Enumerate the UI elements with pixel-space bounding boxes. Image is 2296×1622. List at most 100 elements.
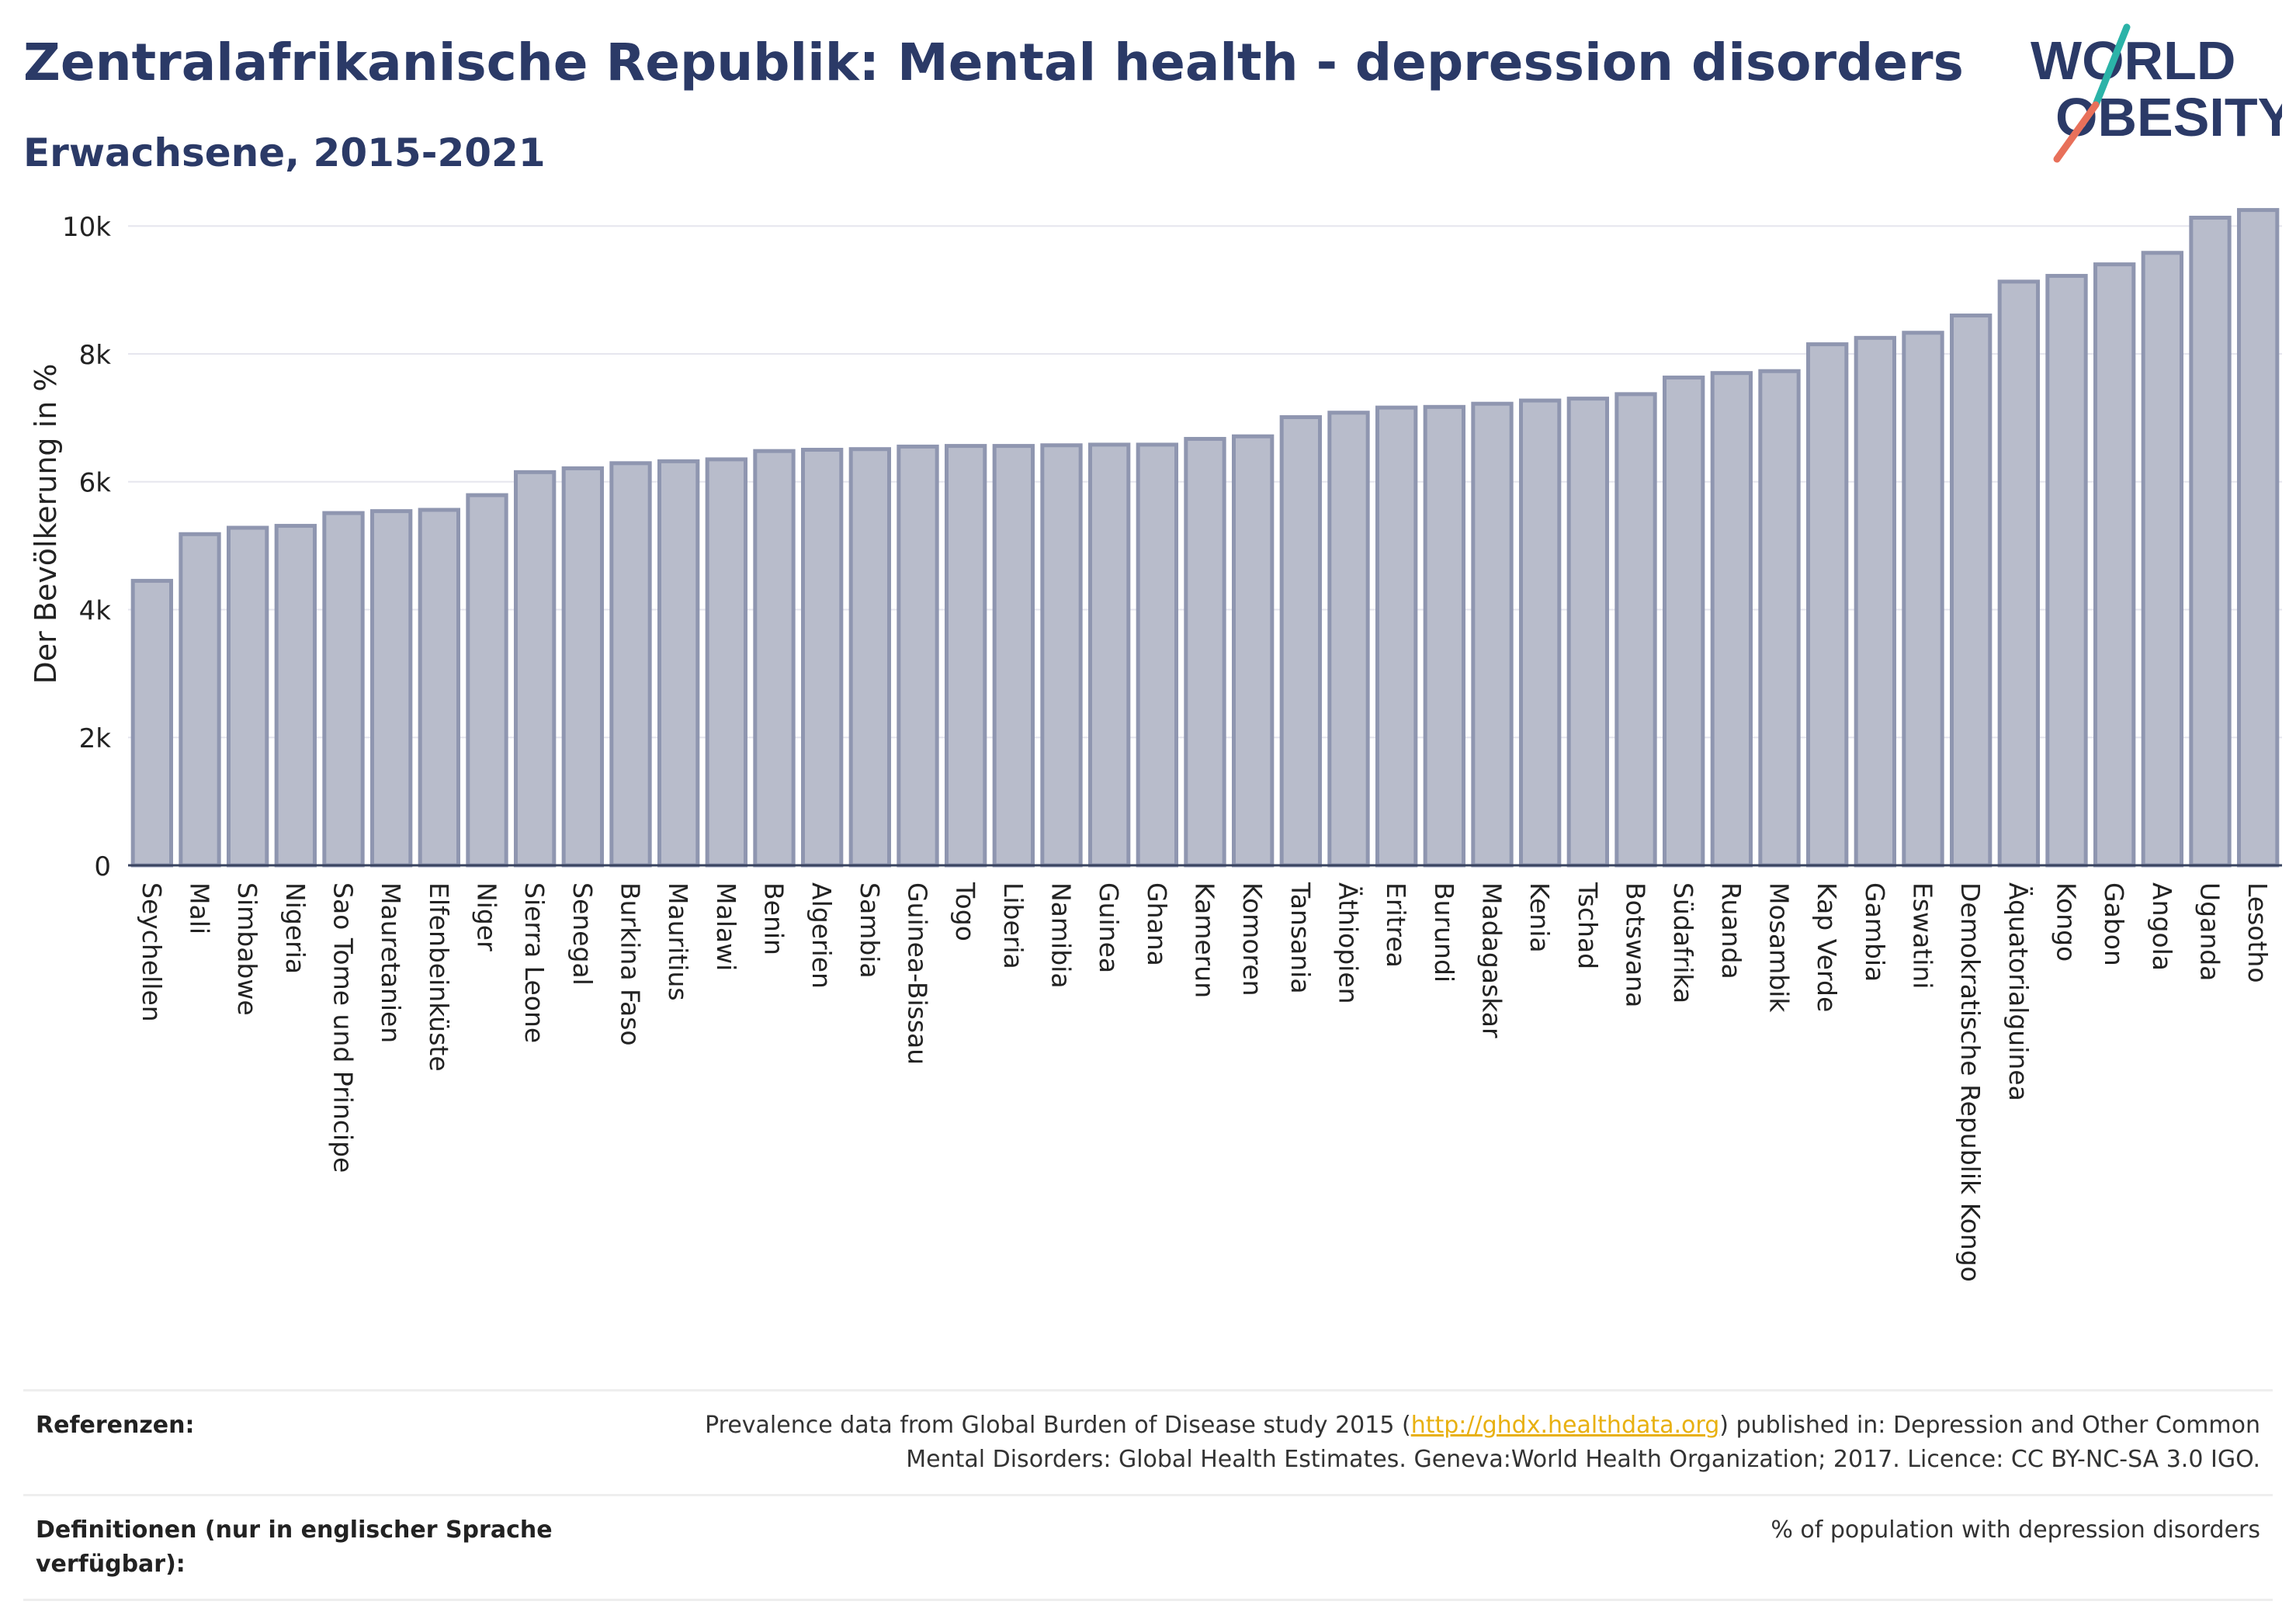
bar [1519,398,1562,868]
references-label: Referenzen: [36,1412,195,1439]
x-tick-label: Namibia [1046,882,1077,989]
x-tick-label: Mali [185,882,215,934]
bar [1566,397,1609,868]
x-tick-label: Eritrea [1381,882,1411,968]
bar [2045,273,2088,868]
world-obesity-logo: WORLD OBESITY [2031,23,2282,163]
y-tick-label: 2k [79,723,112,754]
y-axis-label: Der Bevölkerung in % [29,364,63,684]
bar [1471,401,1514,868]
x-tick-label: Kamerun [1190,882,1220,998]
x-tick-label: Eswatini [1908,882,1938,989]
x-tick-label: Madagaskar [1477,882,1507,1038]
definitions-label: Definitionen (nur in englischer Sprache … [36,1516,553,1578]
references-text-post: ) published in: Depression and Other Com… [906,1412,2260,1473]
x-tick-label: Togo [950,882,980,941]
bar [1232,434,1275,868]
bar [1950,314,1993,868]
bar [2237,208,2280,868]
bar [1040,443,1083,868]
definitions-row: Definitionen (nur in englischer Sprache … [23,1494,2273,1601]
bar [274,524,317,868]
logo-text-world: WORLD [2031,30,2235,91]
x-tick-label: Simbabwe [232,882,262,1016]
x-tick-label: Malawi [711,882,741,971]
x-tick-label: Guinea-Bissau [903,882,933,1065]
x-tick-label: Burkina Faso [616,882,646,1046]
x-tick-label: Tschad [1573,882,1603,969]
x-tick-label: Äthiopien [1334,882,1364,1004]
y-tick-label: 0 [94,851,111,882]
x-tick-label: Algerien [806,882,837,989]
x-tick-label: Tansania [1285,882,1316,994]
x-tick-label: Gabon [2099,882,2129,966]
bar [227,525,269,868]
bar [1997,279,2041,868]
bar [1854,335,1897,868]
bar-chart: 0 2k 4k 6k 8k 10k Seychellen Mali Simbabwe Niger… [29,208,2282,1282]
bar [657,459,700,868]
bar [1088,442,1131,868]
bar [753,449,796,868]
x-tick-label: Burundi [1429,882,1459,983]
bar [1327,411,1370,868]
bar [2093,262,2136,868]
y-tick-label: 8k [79,340,112,371]
bar [1279,415,1322,868]
bar [1136,442,1178,868]
x-tick-label: Guinea [1094,882,1124,973]
bar [514,470,557,868]
bar [1375,405,1418,868]
bar [992,444,1035,868]
bar [2189,215,2232,868]
x-tick-label: Mosambik [1764,882,1795,1013]
x-tick-label: Lesotho [2242,882,2273,983]
x-tick-label: Liberia [998,882,1028,969]
bar [801,448,844,868]
bar [2141,251,2184,868]
x-tick-label: Mauretanien [376,882,406,1043]
bar [945,444,987,868]
bar [370,509,413,868]
x-tick-label: Uganda [2195,882,2225,981]
x-tick-label: Südafrika [1668,882,1698,1003]
x-tick-label: Angola [2147,882,2177,971]
bar [1614,392,1657,868]
logo-slash-teal [2092,23,2131,109]
logo-slash-coral [2053,101,2100,163]
page-subtitle: Erwachsene, 2015-2021 [23,130,546,175]
logo-text-obesity: OBESITY [2055,87,2282,147]
x-tick-label: Botswana [1621,882,1651,1007]
references-row: Referenzen: Prevalence data from Global … [23,1389,2273,1494]
bar [466,493,508,868]
x-tick-layer: Seychellen Mali Simbabwe Nigeria Sao Tome un… [137,882,2273,1282]
definitions-text: % of population with depression disorder… [1771,1516,2260,1544]
x-tick-label: Mauritius [663,882,693,1001]
x-tick-label: Ghana [1142,882,1172,966]
x-tick-label: Komoren [1237,882,1268,996]
bar [1663,375,1705,868]
references-link[interactable]: http://ghdx.healthdata.org [1410,1412,1720,1439]
bar [1184,437,1226,868]
bar [1423,404,1465,868]
bar [418,508,461,868]
x-tick-label: Sierra Leone [519,882,550,1043]
x-tick-label: Ruanda [1716,882,1746,979]
footer: Referenzen: Prevalence data from Global … [23,1389,2273,1601]
x-tick-label: Gambia [1860,882,1890,982]
y-tick-label: 6k [79,468,112,499]
bar [848,447,891,868]
bar [179,532,221,868]
bar [897,444,939,868]
x-tick-label: Kongo [2051,882,2082,962]
bar [130,578,174,868]
x-tick-label: Senegal [567,882,598,986]
bar [1710,371,1753,868]
page-title: Zentralafrikanische Republik: Mental hea… [23,33,1964,92]
x-tick-label: Kap Verde [1812,882,1842,1012]
references-text: Prevalence data from Global Burden of Di… [630,1409,2260,1477]
bar [561,466,605,868]
references-text-pre: Prevalence data from Global Burden of Di… [705,1412,1411,1439]
bar-layer [128,208,2282,868]
x-tick-label: Benin [759,882,789,955]
